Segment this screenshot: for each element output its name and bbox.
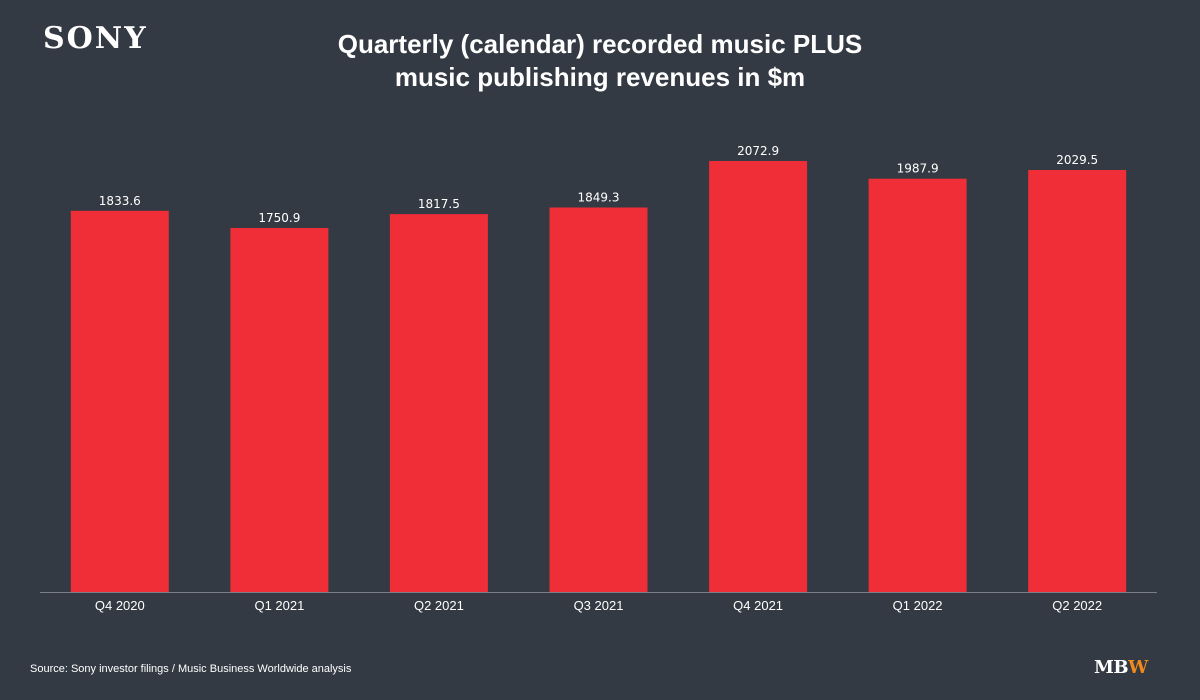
chart-title-line-1: Quarterly (calendar) recorded music PLUS bbox=[337, 29, 863, 59]
bar bbox=[389, 214, 488, 592]
data-label: 2072.9 bbox=[737, 144, 779, 158]
x-tick-label: Q3 2021 bbox=[574, 598, 624, 613]
mbw-logo: MBW bbox=[1094, 659, 1148, 677]
data-label: 1849.3 bbox=[578, 191, 620, 205]
bar bbox=[230, 228, 329, 592]
mbw-logo-part-1: MB bbox=[1094, 657, 1129, 678]
source-note: Source: Sony investor filings / Music Bu… bbox=[30, 663, 352, 675]
bar bbox=[1028, 170, 1127, 592]
bar bbox=[549, 207, 648, 592]
chart-title: Quarterly (calendar) recorded music PLUS… bbox=[200, 28, 1000, 94]
bar bbox=[70, 210, 169, 593]
x-tick-label: Q1 2022 bbox=[893, 598, 943, 613]
bar bbox=[709, 161, 808, 592]
x-tick-label: Q2 2021 bbox=[414, 598, 464, 613]
data-label: 1750.9 bbox=[258, 211, 300, 225]
x-tick-label: Q4 2020 bbox=[95, 598, 145, 613]
mbw-logo-part-2: W bbox=[1128, 657, 1148, 678]
x-tick-label: Q2 2022 bbox=[1052, 598, 1102, 613]
data-label: 2029.5 bbox=[1056, 153, 1098, 167]
data-label: 1817.5 bbox=[418, 197, 460, 211]
chart-title-line-2: music publishing revenues in $m bbox=[394, 62, 806, 92]
data-label: 1987.9 bbox=[897, 162, 939, 176]
x-tick-label: Q4 2021 bbox=[733, 598, 783, 613]
data-label: 1833.6 bbox=[99, 194, 141, 208]
bar bbox=[868, 178, 967, 592]
x-tick-label: Q1 2021 bbox=[254, 598, 304, 613]
sony-logo: SONY bbox=[43, 21, 148, 56]
